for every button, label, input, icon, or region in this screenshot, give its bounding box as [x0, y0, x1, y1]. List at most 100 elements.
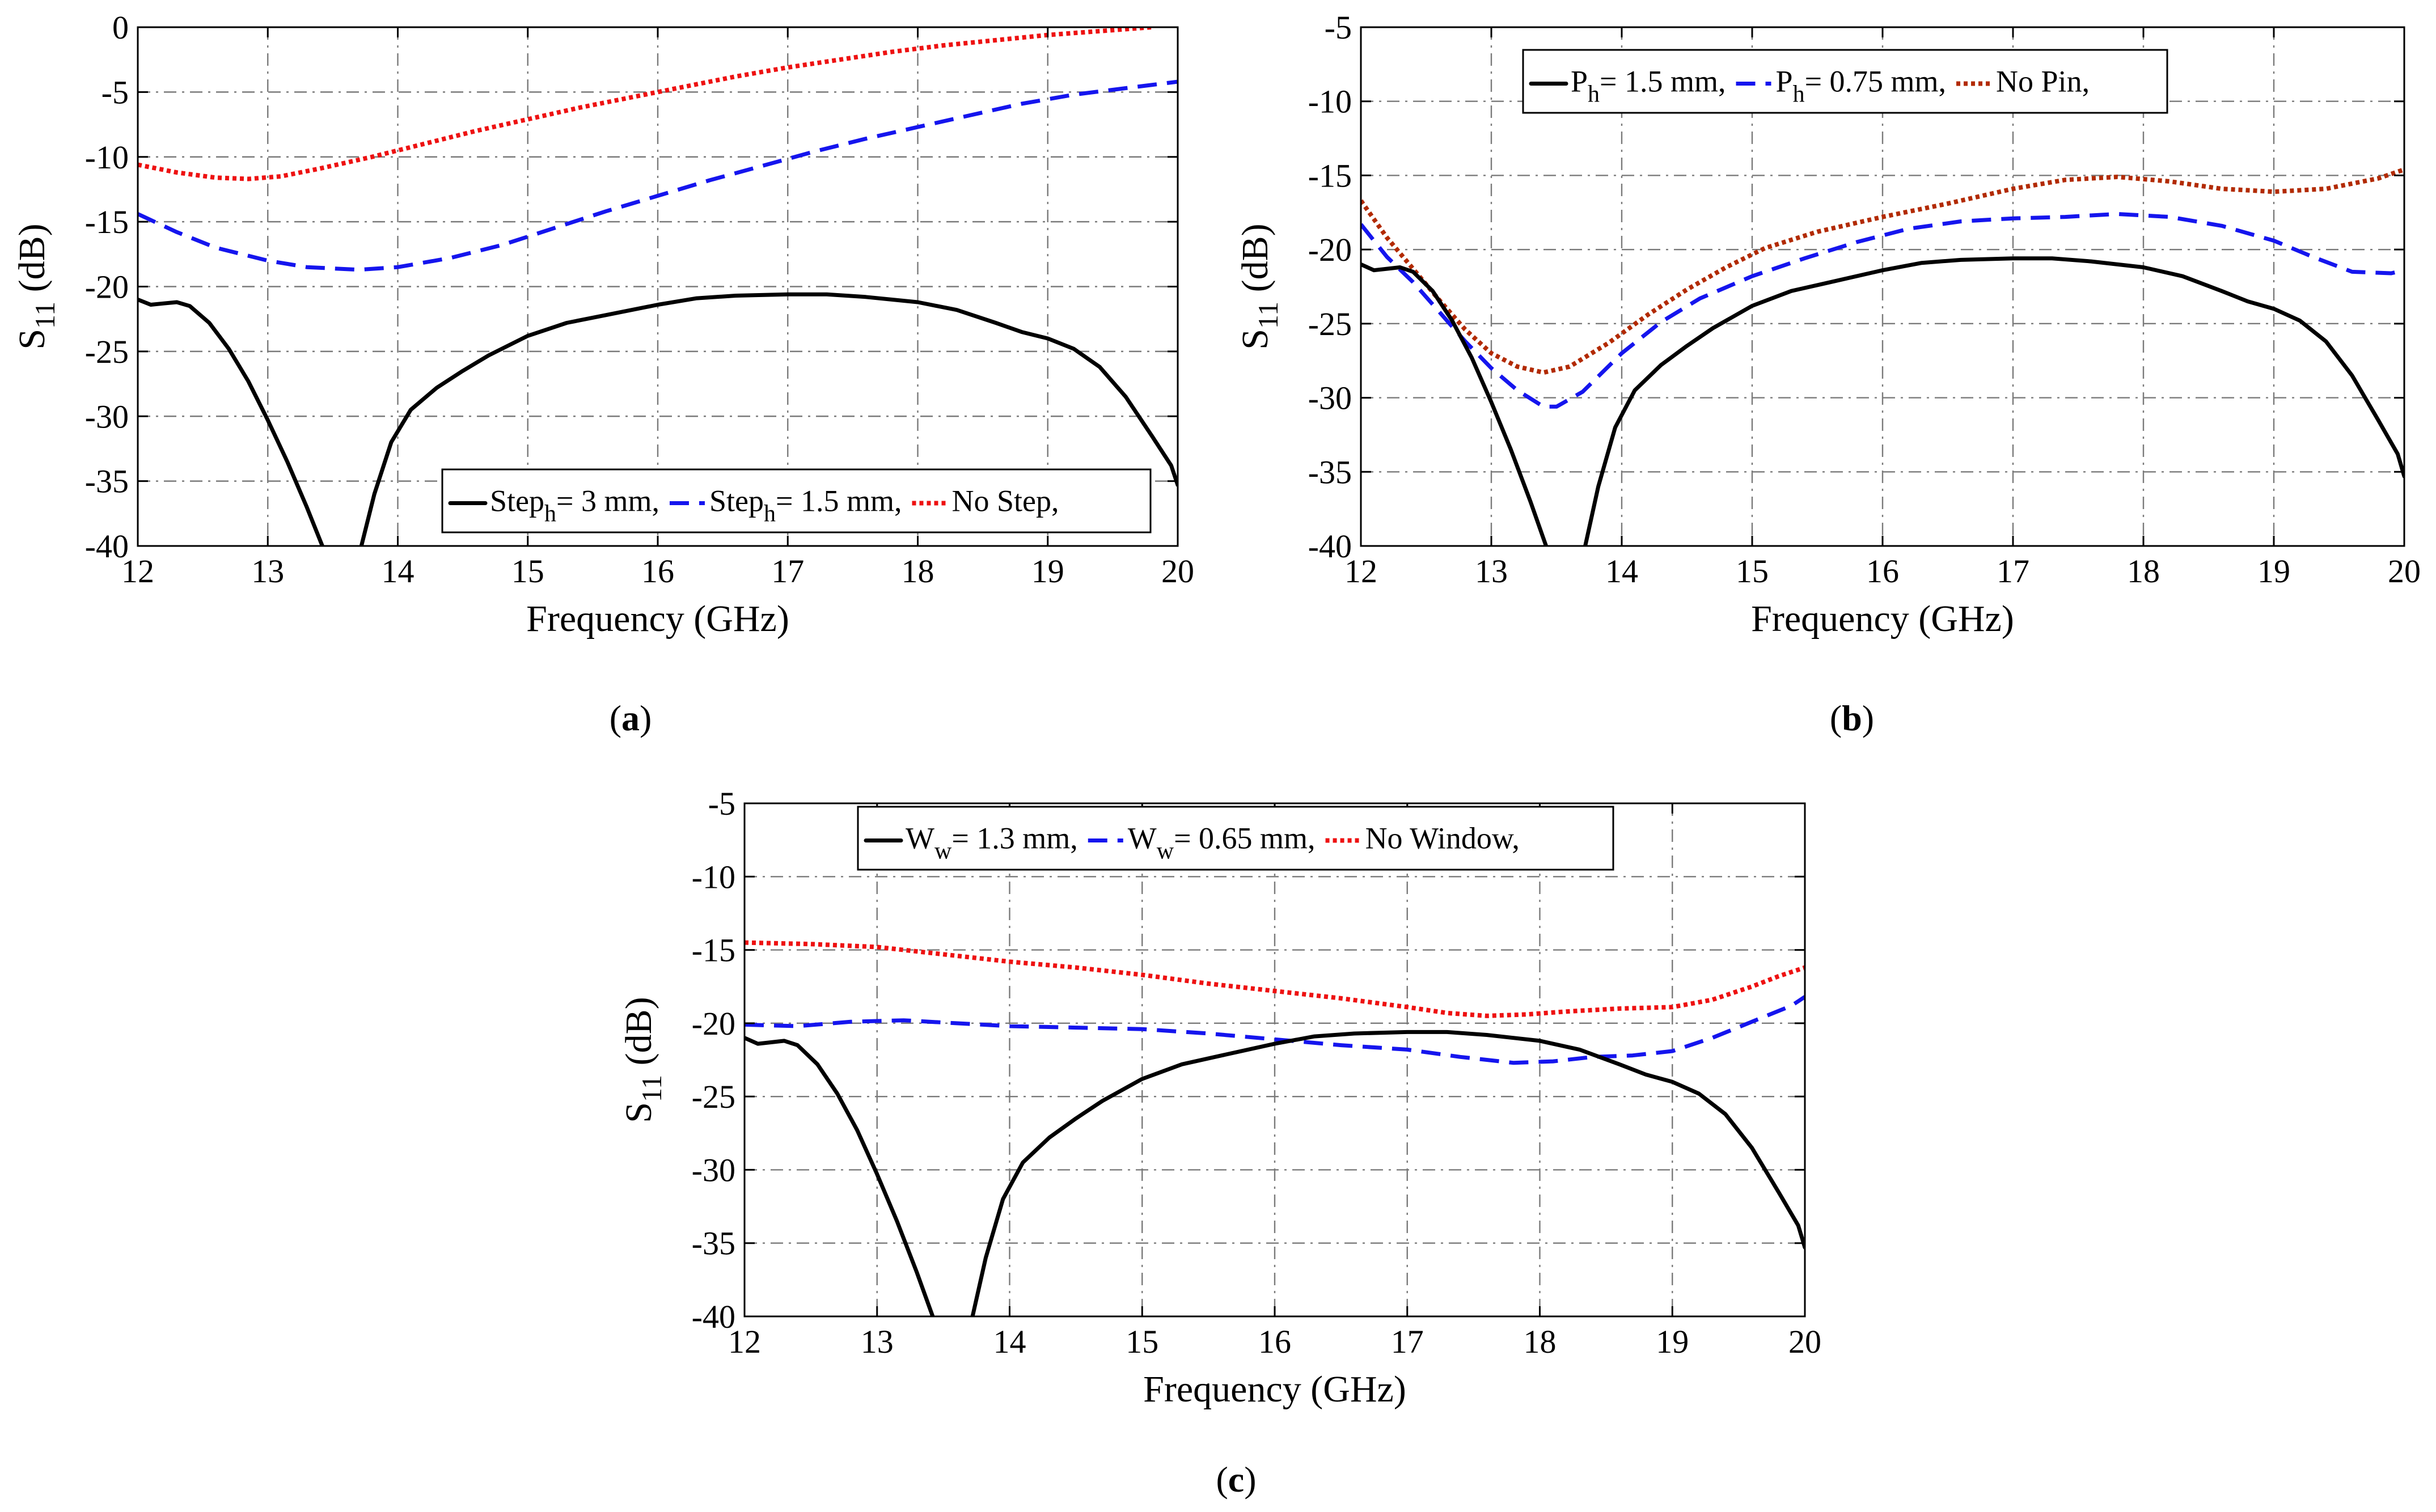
legend-label-text: P: [1776, 65, 1793, 99]
legend: Ww= 1.3 mm, Ww= 0.65 mm, No Window,: [857, 806, 1614, 871]
y-tick-label: -5: [708, 785, 735, 822]
legend-label: No Pin,: [1996, 65, 2090, 99]
x-axis-label: Frequency (GHz): [526, 598, 789, 639]
y-tick-label: -40: [85, 528, 129, 565]
y-tick-label: -10: [1308, 83, 1352, 120]
legend-label-tail: = 0.75 mm,: [1805, 65, 1946, 99]
y-tick-label: -20: [692, 1005, 735, 1042]
panels-root: 12 13 14 15 16 17 18 19 20 -40 -35 -30 -25 -20 -15 -10 -…: [11, 9, 2421, 1500]
legend-label: Ww= 1.3 mm,: [906, 821, 1078, 865]
panel-caption: (c): [1216, 1459, 1256, 1500]
series-line-no-pin: [1361, 167, 2404, 375]
legend: Steph= 3 mm, Steph= 1.5 mm, No Step,: [441, 468, 1152, 533]
caption-open: (: [1830, 698, 1842, 738]
x-tick-label: 17: [1391, 1323, 1424, 1360]
gridlines: [745, 803, 1805, 1316]
y-tick-label: -40: [1308, 528, 1352, 565]
legend-label: Ww= 0.65 mm,: [1128, 821, 1316, 865]
x-tick-label: 15: [1126, 1323, 1158, 1360]
y-tick-label: -15: [1308, 157, 1352, 194]
legend-label: Ph= 0.75 mm,: [1776, 65, 1947, 108]
legend-label-text: W: [906, 821, 934, 855]
y-tick-label: -35: [692, 1225, 735, 1262]
caption-letter: a: [621, 698, 640, 738]
series-line-w-w-1-3-mm: [970, 1030, 1805, 1316]
y-tick-label: -15: [85, 204, 129, 240]
x-tick-label: 19: [1031, 553, 1064, 590]
chart-panel-1: 12 13 14 15 16 17 18 19 20 -40 -35 -30 -25 -20 -15 -10 -…: [11, 9, 1194, 738]
x-tick-label: 14: [1605, 553, 1638, 590]
x-tick-label: 20: [2388, 553, 2421, 590]
caption-open: (: [610, 698, 621, 738]
x-tick-label: 16: [641, 553, 674, 590]
legend-label: Ph= 1.5 mm,: [1571, 65, 1726, 108]
y-axis-label-sub: 11: [636, 1075, 667, 1102]
y-tick-label: -25: [1308, 306, 1352, 342]
x-tick-label: 20: [1788, 1323, 1821, 1360]
chart-panel-3: 12 13 14 15 16 17 18 19 20 -40 -35 -30 -25 -20 -15 -10 -…: [618, 785, 1821, 1500]
x-tick-label: 13: [251, 553, 284, 590]
y-tick-label: -35: [85, 463, 129, 500]
y-tick-label: -25: [692, 1078, 735, 1115]
x-tick-label: 16: [1258, 1323, 1291, 1360]
y-tick-label: -15: [692, 932, 735, 969]
y-axis-label-sub: 11: [29, 302, 61, 329]
legend-label: Steph= 3 mm,: [490, 484, 659, 527]
x-tick-label: 20: [1161, 553, 1194, 590]
caption-close: ): [1862, 698, 1874, 738]
x-tick-label: 18: [1524, 1323, 1557, 1360]
series-line-step-h-1-5-mm: [138, 79, 1178, 272]
y-axis-label: S11 (dB): [618, 997, 667, 1123]
legend-label-sub: h: [1588, 82, 1600, 108]
axis-ticks: 12 13 14 15 16 17 18 19 20 -40 -35 -30 -25 -20 -15 -10 -…: [692, 785, 1821, 1360]
y-axis-label-unit: (dB): [11, 223, 53, 301]
axis-ticks: 12 13 14 15 16 17 18 19 20 -40 -35 -30 -25 -20 -15 -10 -…: [85, 9, 1194, 590]
chart-panel-2: 12 13 14 15 16 17 18 19 20 -40 -35 -30 -25 -20 -15 -10 -…: [1234, 9, 2421, 738]
legend-label-sub: h: [1793, 82, 1805, 108]
caption-close: ): [640, 698, 652, 738]
y-tick-label: -25: [85, 333, 129, 370]
panel-caption: (a): [610, 698, 652, 738]
legend-label-text: Step: [709, 484, 764, 518]
series-line-p-h-1-5-mm: [1361, 262, 1549, 546]
legend-label-text: P: [1571, 65, 1588, 99]
legend: Ph= 1.5 mm, Ph= 0.75 mm, No Pin,: [1522, 49, 2168, 114]
legend-label-text: No Pin,: [1996, 65, 2090, 99]
y-axis-label-main: S: [11, 329, 53, 350]
legend-label-sub: h: [544, 501, 556, 527]
x-tick-label: 14: [382, 553, 415, 590]
y-tick-label: -10: [692, 858, 735, 895]
x-tick-label: 19: [2257, 553, 2290, 590]
y-axis-label: S11 (dB): [1234, 223, 1284, 349]
series-line-step-h-3-mm: [359, 292, 1178, 546]
x-tick-label: 14: [993, 1323, 1026, 1360]
x-tick-label: 15: [511, 553, 544, 590]
caption-letter: b: [1842, 698, 1862, 738]
legend-label-sub: w: [934, 838, 952, 865]
x-tick-label: 12: [1344, 553, 1377, 590]
series-lines: [1361, 167, 2404, 546]
legend-label-sub: h: [764, 501, 776, 527]
series-lines: [745, 940, 1805, 1316]
y-tick-label: -35: [1308, 454, 1352, 490]
x-tick-label: 13: [861, 1323, 894, 1360]
y-axis-label: S11 (dB): [11, 223, 61, 349]
panel-caption: (b): [1830, 698, 1874, 738]
legend-label-sub: w: [1157, 838, 1174, 865]
y-tick-label: -30: [1308, 380, 1352, 417]
y-tick-label: -30: [85, 398, 129, 435]
legend-box: [1522, 49, 2168, 114]
legend-box: [857, 806, 1614, 871]
x-tick-label: 12: [121, 553, 154, 590]
legend-label-tail: = 3 mm,: [556, 484, 659, 518]
caption-letter: c: [1228, 1459, 1244, 1500]
series-line-no-step: [138, 27, 1152, 181]
y-tick-label: -20: [1308, 231, 1352, 268]
legend-label-tail: = 1.3 mm,: [951, 821, 1077, 855]
series-line-p-h-1-5-mm: [1583, 256, 2404, 546]
y-tick-label: -5: [102, 74, 129, 111]
x-tick-label: 16: [1866, 553, 1899, 590]
y-tick-label: -40: [692, 1298, 735, 1335]
series-line-step-h-3-mm: [138, 297, 324, 546]
